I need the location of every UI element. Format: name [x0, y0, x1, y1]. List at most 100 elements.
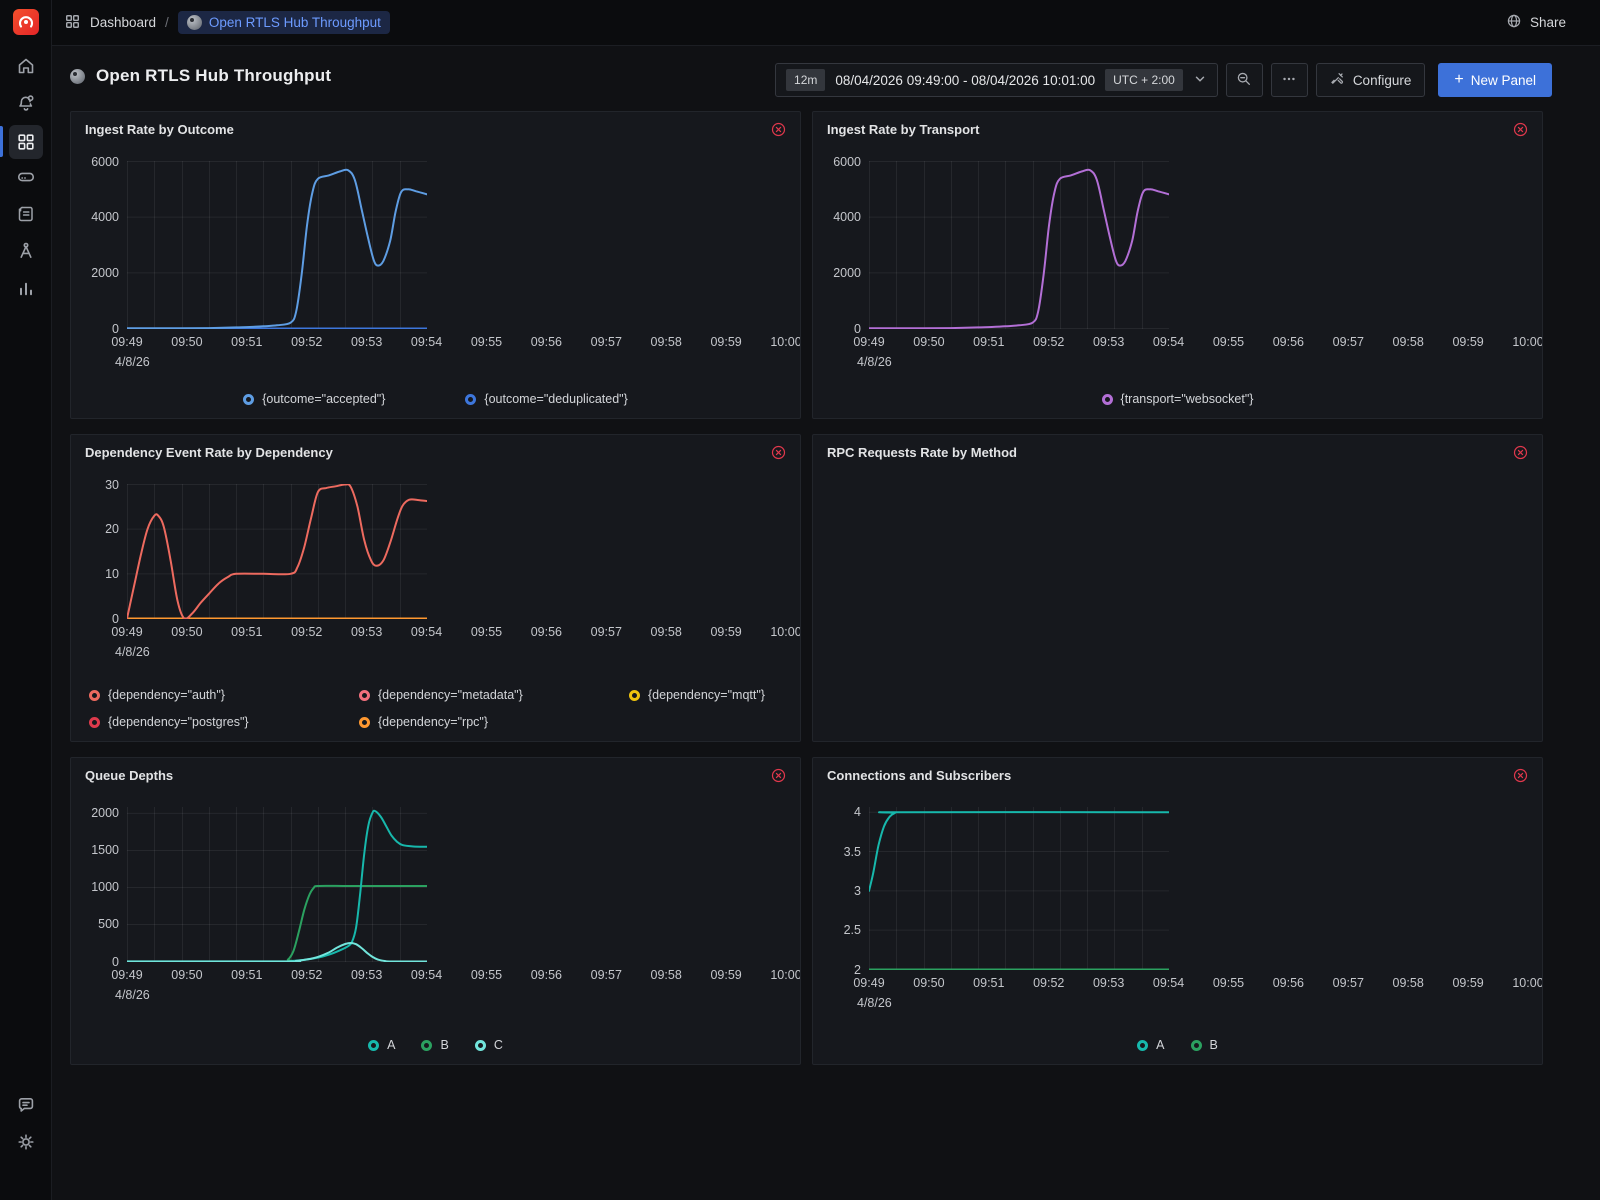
- panel-title[interactable]: Ingest Rate by Outcome: [85, 122, 234, 137]
- x-tick-label: 09:50: [171, 625, 203, 639]
- x-tick-label: 09:57: [590, 968, 622, 982]
- sidebar-item-dashboards[interactable]: [0, 123, 52, 160]
- chevron-down-icon: [1193, 72, 1207, 89]
- breadcrumb: Dashboard / Open RTLS Hub Throughput: [64, 11, 390, 34]
- x-tick-label: 09:54: [1152, 335, 1185, 349]
- legend-item[interactable]: {dependency="mqtt"}: [629, 688, 800, 702]
- sidebar-bottom: [0, 1088, 52, 1162]
- gridlines: [127, 161, 427, 329]
- configure-button[interactable]: Configure: [1315, 63, 1426, 97]
- legend-series-ring: [368, 1039, 380, 1051]
- sidebar-item-feedback[interactable]: [0, 1088, 52, 1125]
- y-axis: 0 10 20 30: [85, 478, 127, 626]
- share-button[interactable]: Share: [1506, 13, 1566, 32]
- legend: A B C: [85, 1038, 786, 1054]
- legend-item[interactable]: {transport="websocket"}: [1101, 392, 1253, 406]
- sidebar-item-explore[interactable]: [0, 234, 52, 271]
- chart-plot[interactable]: [869, 161, 1169, 329]
- x-axis-date: 4/8/26: [115, 354, 786, 370]
- legend-item[interactable]: B: [1190, 1038, 1218, 1052]
- legend: {dependency="auth"} {dependency="metadata…: [89, 688, 786, 731]
- legend-item[interactable]: A: [1137, 1038, 1165, 1052]
- sidebar-item-logs[interactable]: [0, 197, 52, 234]
- x-axis-date: 4/8/26: [857, 354, 1528, 370]
- panel-title[interactable]: Ingest Rate by Transport: [827, 122, 980, 137]
- legend-item[interactable]: {outcome="accepted"}: [243, 392, 385, 406]
- more-options-button[interactable]: [1270, 63, 1308, 97]
- legend-item[interactable]: {dependency="postgres"}: [89, 715, 333, 729]
- panel-error-icon[interactable]: [771, 768, 786, 783]
- x-tick-label: 09:49: [853, 976, 885, 990]
- grafana-logo[interactable]: [12, 9, 39, 35]
- x-tick-label: 10:00: [770, 968, 801, 982]
- plot-region: [869, 807, 1528, 970]
- panel-error-icon[interactable]: [1513, 768, 1528, 783]
- y-tick-label: 20: [105, 522, 119, 537]
- breadcrumb-section[interactable]: Dashboard: [90, 15, 157, 30]
- series-line: [869, 811, 1169, 892]
- legend-series-label: C: [493, 1038, 503, 1052]
- legend-item[interactable]: B: [421, 1038, 449, 1052]
- zoom-out-button[interactable]: [1225, 63, 1263, 97]
- panel-title[interactable]: Dependency Event Rate by Dependency: [85, 445, 333, 460]
- comment-icon: [16, 1095, 36, 1118]
- breadcrumb-current[interactable]: Open RTLS Hub Throughput: [177, 11, 390, 34]
- x-tick-label: 09:55: [1212, 976, 1245, 990]
- panel-error-icon[interactable]: [771, 122, 786, 137]
- panel: Queue Depths 0 500 1000 1500 2000 09:49 09:50…: [70, 757, 801, 1065]
- x-tick-label: 09:55: [470, 625, 503, 639]
- y-tick-label: 6000: [91, 154, 119, 169]
- chart-plot[interactable]: [127, 161, 427, 329]
- panel-error-icon[interactable]: [771, 445, 786, 460]
- panel-title[interactable]: Connections and Subscribers: [827, 768, 1012, 783]
- legend-item[interactable]: {outcome="deduplicated"}: [465, 392, 628, 406]
- y-tick-label: 4: [854, 805, 861, 820]
- x-tick-label: 09:49: [111, 625, 143, 639]
- x-tick-label: 09:58: [650, 335, 682, 349]
- legend-series-label: {dependency="postgres"}: [108, 715, 249, 729]
- x-tick-label: 09:53: [350, 968, 383, 982]
- x-tick-label: 09:56: [1272, 976, 1304, 990]
- legend-item[interactable]: {dependency="metadata"}: [359, 688, 603, 702]
- y-tick-label: 6000: [833, 154, 861, 169]
- sidebar-item-alerting[interactable]: [0, 86, 52, 123]
- panel-title[interactable]: Queue Depths: [85, 768, 174, 783]
- storage-icon: [16, 167, 36, 190]
- x-axis: 09:49 09:50 09:51 09:52 09:53 09:54 09:55 09:56…: [853, 976, 1542, 994]
- panel-error-icon[interactable]: [1513, 445, 1528, 460]
- x-tick-label: 09:58: [650, 625, 682, 639]
- y-tick-label: 2.5: [843, 923, 861, 938]
- bell-alert-icon: [16, 93, 36, 116]
- sidebar-item-metrics[interactable]: [0, 271, 52, 308]
- toolbar-controls: 12m 08/04/2026 09:49:00 - 08/04/2026 10:…: [775, 63, 1552, 97]
- time-range-picker[interactable]: 12m 08/04/2026 09:49:00 - 08/04/2026 10:…: [775, 63, 1218, 97]
- sidebar-item-home[interactable]: [0, 49, 52, 86]
- y-tick-label: 2000: [91, 806, 119, 821]
- series-line: [869, 168, 1169, 329]
- new-panel-label: New Panel: [1470, 72, 1536, 88]
- legend-item[interactable]: C: [474, 1038, 503, 1052]
- panel-title[interactable]: RPC Requests Rate by Method: [827, 445, 1017, 460]
- legend-series-label: B: [1209, 1038, 1218, 1052]
- legend-item[interactable]: A: [368, 1038, 395, 1052]
- chart-plot[interactable]: [869, 807, 1169, 970]
- x-tick-label: 10:00: [770, 625, 801, 639]
- legend-item[interactable]: {dependency="auth"}: [89, 688, 333, 702]
- x-tick-label: 09:49: [853, 335, 885, 349]
- legend-series-label: {dependency="mqtt"}: [648, 688, 765, 702]
- new-panel-button[interactable]: + New Panel: [1438, 63, 1552, 97]
- panel-error-icon[interactable]: [1513, 122, 1528, 137]
- plot-region: [127, 484, 786, 619]
- chart-plot[interactable]: [127, 807, 427, 962]
- sidebar-nav: [0, 49, 51, 308]
- panel: Connections and Subscribers 2 2.5 3 3.5 4 09…: [812, 757, 1543, 1065]
- dashboard-sphere-icon: [70, 68, 85, 84]
- legend-series-ring: [1137, 1039, 1149, 1051]
- legend-item[interactable]: {dependency="rpc"}: [359, 715, 603, 729]
- y-tick-label: 4000: [91, 210, 119, 225]
- sidebar-item-datasources[interactable]: [0, 160, 52, 197]
- chart-plot[interactable]: [127, 484, 427, 619]
- sidebar-item-settings[interactable]: [0, 1125, 52, 1162]
- chart-area: 2 2.5 3 3.5 4: [827, 805, 1528, 977]
- panel-header: RPC Requests Rate by Method: [827, 445, 1528, 460]
